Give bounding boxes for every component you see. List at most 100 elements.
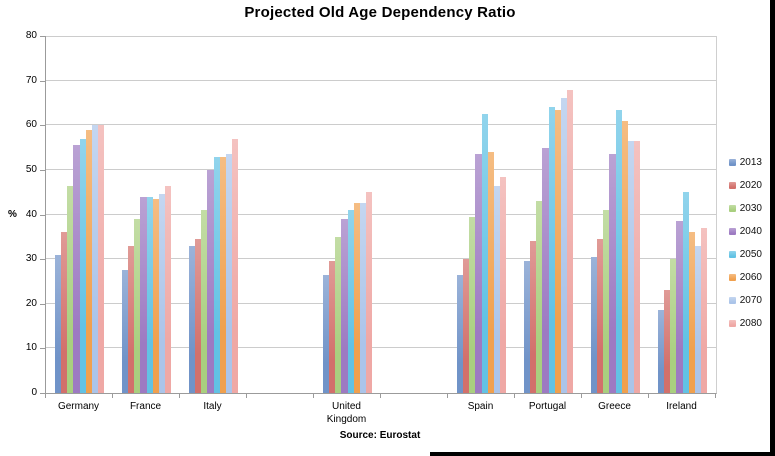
bar-2070-italy — [225, 154, 233, 393]
bar-2013-united-kingdom — [322, 274, 329, 393]
x-axis-tick — [581, 394, 582, 398]
bar-2040-portugal — [542, 147, 549, 393]
legend-item-2070: 2070 — [728, 289, 762, 312]
x-category-label-spain: Spain — [467, 401, 494, 412]
bar-2050-france — [146, 196, 153, 393]
x-category-label-italy: Italy — [203, 401, 222, 412]
y-tick-label: 80 — [25, 30, 37, 41]
bar-2030-united-kingdom — [335, 236, 342, 393]
plot-area — [45, 36, 717, 394]
bar-2030-greece — [603, 210, 610, 393]
bar-2060-spain — [487, 152, 494, 393]
x-axis-tick — [447, 394, 448, 398]
bar-group-ireland — [649, 36, 716, 393]
bar-2020-spain — [462, 259, 470, 393]
bar-2050-united-kingdom — [347, 210, 354, 393]
x-axis-tick — [112, 394, 113, 398]
bar-2020-united-kingdom — [328, 261, 336, 393]
gridline — [46, 124, 716, 126]
x-axis-tick — [45, 394, 46, 398]
legend-label: 2013 — [739, 157, 762, 168]
bar-2020-greece — [596, 239, 604, 393]
bar-group-france — [113, 36, 180, 393]
y-tick-label: 60 — [25, 119, 37, 131]
bar-group-spain — [448, 36, 515, 393]
bar-2070-spain — [493, 185, 501, 393]
bar-2040-greece — [609, 154, 616, 393]
x-axis-tick — [715, 394, 716, 398]
y-tick-label: 10 — [25, 342, 37, 354]
bar-2060-germany — [85, 129, 92, 393]
bar-2013-germany — [54, 254, 61, 393]
bar-groups — [46, 36, 716, 393]
bar-group-united-kingdom — [314, 36, 381, 393]
x-category-label-portugal: Portugal — [528, 401, 567, 412]
bar-2040-france — [140, 196, 147, 393]
bar-2050-spain — [481, 114, 488, 393]
bar-2080-france — [165, 185, 172, 393]
bar-2060-portugal — [554, 109, 561, 393]
legend-label: 2080 — [739, 318, 762, 329]
gridline — [46, 79, 716, 81]
y-axis-tick — [40, 169, 45, 171]
x-category-label-empty — [246, 400, 313, 426]
window-edge-bottom — [430, 452, 775, 456]
bar-2070-portugal — [560, 98, 568, 393]
bar-2020-germany — [60, 232, 68, 393]
bar-2080-germany — [98, 125, 105, 393]
legend-swatch-icon — [728, 159, 736, 166]
gridline — [46, 302, 716, 304]
y-tick-label: 70 — [25, 74, 37, 86]
gridline — [46, 213, 716, 215]
bar-2060-italy — [219, 156, 226, 393]
bar-group-portugal — [515, 36, 582, 393]
bar-2050-greece — [615, 109, 622, 393]
legend-label: 2050 — [739, 249, 762, 260]
bar-2040-united-kingdom — [341, 218, 348, 393]
bar-2050-portugal — [548, 107, 555, 393]
bar-2070-greece — [627, 140, 635, 393]
bar-2050-ireland — [682, 192, 689, 393]
bar-group-empty — [247, 36, 314, 393]
legend-swatch-icon — [728, 274, 736, 281]
y-tick-label: 50 — [25, 163, 37, 175]
gridline — [46, 36, 716, 37]
bar-2020-italy — [194, 239, 202, 393]
y-axis-tick — [40, 125, 45, 127]
bar-2070-france — [158, 194, 166, 393]
gridline — [46, 347, 716, 349]
legend-swatch-icon — [728, 182, 736, 189]
y-tick-label: 30 — [25, 253, 37, 265]
bar-2030-spain — [469, 216, 476, 393]
bar-group-italy — [180, 36, 247, 393]
bar-2080-united-kingdom — [366, 192, 373, 393]
bar-2040-spain — [475, 154, 482, 393]
bar-2070-germany — [91, 125, 99, 393]
legend-swatch-icon — [728, 205, 736, 212]
x-axis-tick — [380, 394, 381, 398]
legend-label: 2060 — [739, 272, 762, 283]
x-category-label-greece: Greece — [598, 401, 631, 412]
y-axis-tick — [40, 36, 45, 37]
bar-2040-germany — [73, 145, 80, 393]
x-category-label-united-kingdom: United Kingdom — [326, 401, 367, 425]
bar-2040-italy — [207, 169, 214, 393]
bar-2070-united-kingdom — [359, 203, 367, 393]
legend: 2013 2020 2030 2040 2050 2060 2070 2080 — [728, 151, 762, 335]
bar-2080-spain — [500, 176, 507, 393]
bar-2013-ireland — [657, 310, 664, 393]
bar-2040-ireland — [676, 221, 683, 393]
bar-group-greece — [582, 36, 649, 393]
bar-2080-italy — [232, 138, 239, 393]
window-edge-right — [770, 0, 775, 456]
legend-swatch-icon — [728, 320, 736, 327]
y-axis-tick — [40, 259, 45, 261]
bar-2030-france — [134, 218, 141, 393]
x-category-label-germany: Germany — [57, 401, 100, 412]
x-axis-tick — [648, 394, 649, 398]
legend-swatch-icon — [728, 228, 736, 235]
y-tick-label: 40 — [25, 208, 37, 220]
bar-2060-ireland — [688, 232, 695, 393]
legend-item-2030: 2030 — [728, 197, 762, 220]
legend-swatch-icon — [728, 251, 736, 258]
